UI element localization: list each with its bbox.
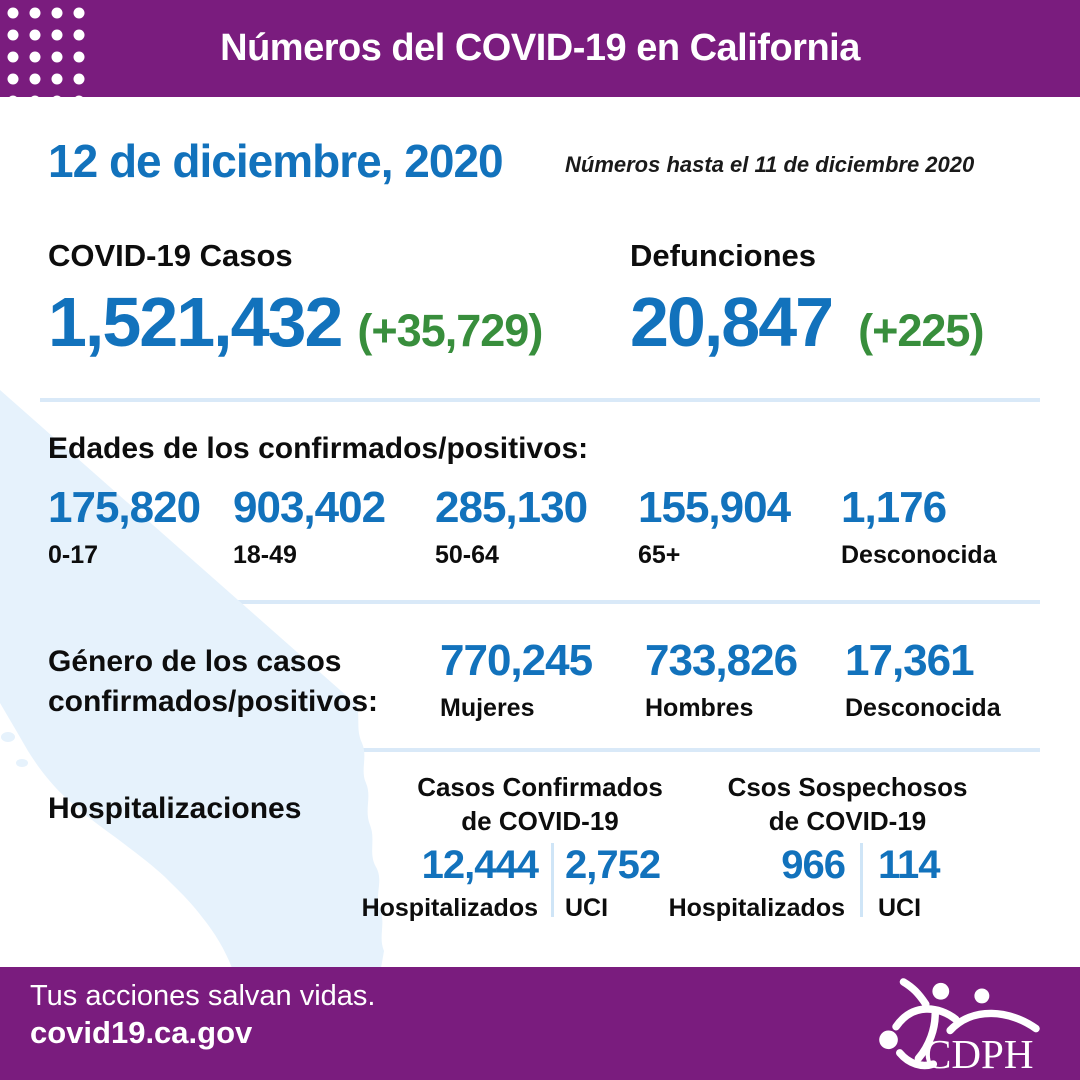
california-map-silhouette-icon xyxy=(0,390,384,968)
deaths-delta: (+225) xyxy=(858,305,984,356)
age-stat-unknown: 1,176 Desconocida xyxy=(841,483,997,570)
group-title-line2: de COVID-19 xyxy=(768,806,927,836)
group-title-line2: de COVID-19 xyxy=(461,806,619,836)
gender-stat-men: 733,826 Hombres xyxy=(645,636,798,723)
age-value: 155,904 xyxy=(638,483,791,532)
divider-line xyxy=(40,600,1040,604)
age-label: 65+ xyxy=(638,541,681,569)
gender-value: 770,245 xyxy=(440,636,593,685)
ages-heading: Edades de los confirmados/positivos: xyxy=(48,432,589,465)
gender-stat-unknown: 17,361 Desconocida xyxy=(845,636,1001,723)
group-title-line1: Casos Confirmados xyxy=(417,772,663,802)
gender-heading-line2: confirmados/positivos: xyxy=(48,685,379,718)
header-bar: Números del COVID-19 en California xyxy=(0,0,1080,97)
suspected-icu-stat: 114 UCI xyxy=(878,843,998,923)
gender-heading-line1: Género de los casos xyxy=(48,645,342,678)
gender-heading: Género de los casos confirmados/positivo… xyxy=(48,642,408,722)
age-value: 285,130 xyxy=(435,483,588,532)
hosp-value: 966 xyxy=(781,843,846,887)
age-label: 18-49 xyxy=(233,541,297,569)
age-stat-0-17: 175,820 0-17 xyxy=(48,483,201,570)
deaths-total: 20,847 xyxy=(630,283,834,361)
divider-line xyxy=(40,398,1040,402)
gender-stat-women: 770,245 Mujeres xyxy=(440,636,593,723)
age-value: 1,176 xyxy=(841,483,947,532)
age-label: Desconocida xyxy=(841,541,997,569)
age-label: 50-64 xyxy=(435,541,499,569)
cdph-logo: CDPH xyxy=(868,969,1064,1080)
suspected-cases-group-title: Csos Sospechosos de COVID-19 xyxy=(700,770,995,838)
vertical-separator xyxy=(860,843,863,917)
deaths-label: Defunciones xyxy=(630,238,817,273)
hospitalizations-heading: Hospitalizaciones xyxy=(48,792,302,825)
hosp-label: Hospitalizados xyxy=(361,894,538,922)
age-label: 0-17 xyxy=(48,541,99,569)
suspected-hospitalized-stat: 966 Hospitalizados xyxy=(630,843,846,923)
cases-total: 1,521,432 xyxy=(48,283,343,361)
cases-label: COVID-19 Casos xyxy=(48,238,293,273)
gender-label: Desconocida xyxy=(845,694,1001,722)
confirmed-cases-group-title: Casos Confirmados de COVID-19 xyxy=(385,770,695,838)
cases-delta: (+35,729) xyxy=(357,305,543,356)
hosp-label: UCI xyxy=(565,894,609,922)
data-as-of-note: Números hasta el 11 de diciembre 2020 xyxy=(565,152,975,177)
age-value: 175,820 xyxy=(48,483,201,532)
gender-label: Hombres xyxy=(645,694,754,722)
hosp-value: 114 xyxy=(878,843,941,887)
age-stat-65-plus: 155,904 65+ xyxy=(638,483,791,570)
report-date: 12 de diciembre, 2020 xyxy=(48,135,504,187)
page-title: Números del COVID-19 en California xyxy=(220,27,860,69)
cdph-logo-text: CDPH xyxy=(924,1031,1034,1077)
gender-value: 733,826 xyxy=(645,636,798,685)
gender-value: 17,361 xyxy=(845,636,975,685)
confirmed-icu-stat: 2,752 UCI xyxy=(565,843,685,923)
footer-bar: Tus acciones salvan vidas. covid19.ca.go… xyxy=(0,967,1080,1080)
age-stat-50-64: 285,130 50-64 xyxy=(435,483,588,570)
age-stat-18-49: 903,402 18-49 xyxy=(233,483,386,570)
vertical-separator xyxy=(551,843,554,917)
confirmed-hospitalized-stat: 12,444 Hospitalizados xyxy=(350,843,539,923)
hosp-value: 2,752 xyxy=(565,843,661,887)
dot-grid-icon xyxy=(7,7,85,97)
hosp-value: 12,444 xyxy=(421,843,539,887)
gender-label: Mujeres xyxy=(440,694,535,722)
footer-url: covid19.ca.gov xyxy=(30,1015,253,1050)
age-value: 903,402 xyxy=(233,483,386,532)
group-title-line1: Csos Sospechosos xyxy=(727,772,968,802)
hosp-label: Hospitalizados xyxy=(668,894,845,922)
footer-tagline: Tus acciones salvan vidas. xyxy=(30,980,376,1012)
hosp-label: UCI xyxy=(878,894,922,922)
divider-line xyxy=(40,748,1040,752)
